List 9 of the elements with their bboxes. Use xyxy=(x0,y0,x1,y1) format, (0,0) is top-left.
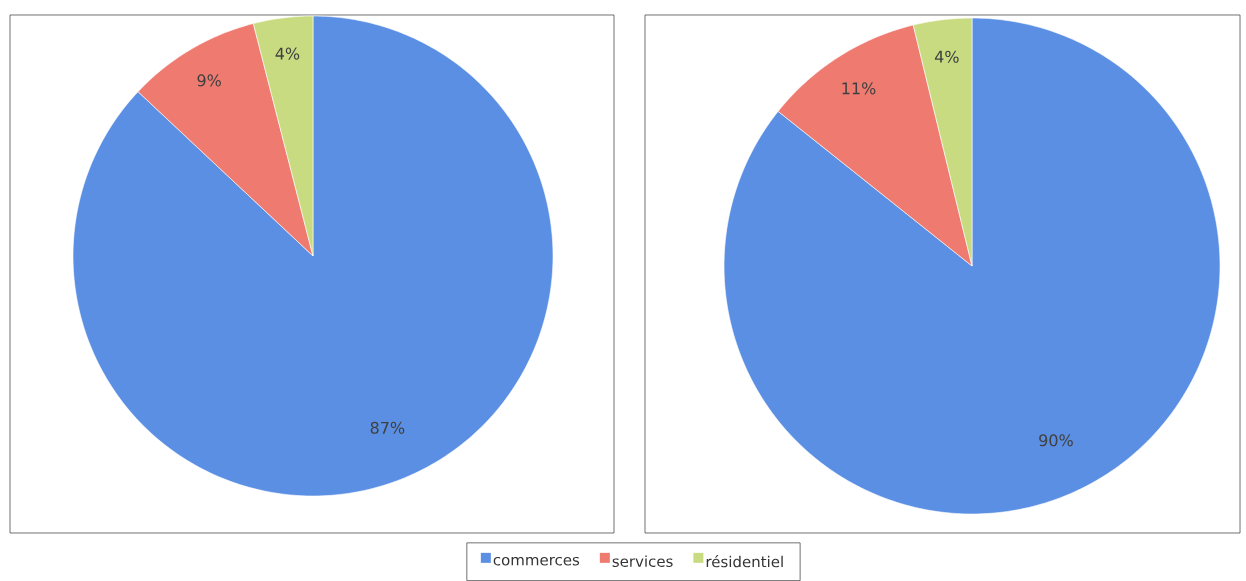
legend-label: résidentiel xyxy=(706,555,783,568)
legend-label: commerces xyxy=(493,556,580,566)
data-label: 4% xyxy=(275,47,300,60)
legend-label: services xyxy=(612,555,673,568)
data-label: 4% xyxy=(934,50,959,63)
data-label: 87% xyxy=(370,421,405,434)
data-label: 11% xyxy=(842,82,876,95)
data-label: 9% xyxy=(197,74,221,87)
data-label: 90% xyxy=(1039,434,1073,447)
